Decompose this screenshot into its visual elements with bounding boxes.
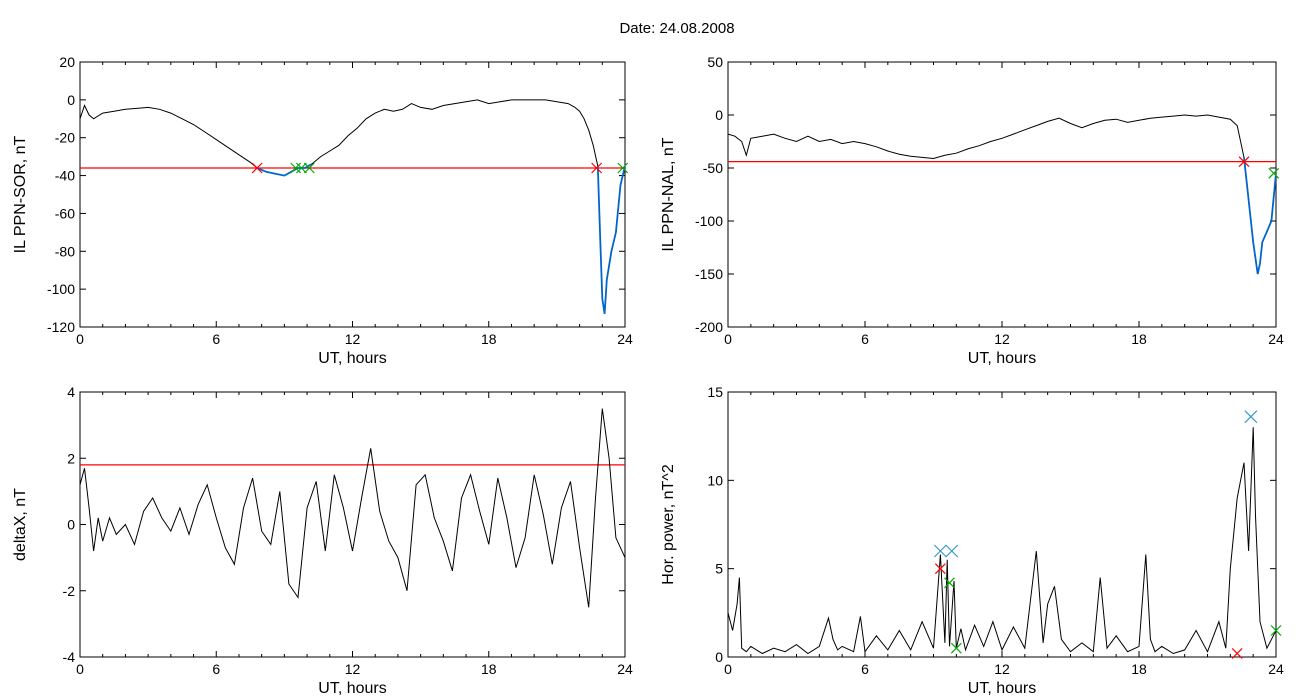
y-tick-label: 0 xyxy=(715,649,723,665)
panel-il-ppn-sor: 0 6 12 18 24 20 0 -20 -40 -60 -80 -100 -120 UT, hours… xyxy=(12,54,633,367)
y-tick-label: -150 xyxy=(695,266,723,282)
y-tick-label: -4 xyxy=(63,649,76,665)
x-tick-label: 18 xyxy=(1131,331,1147,347)
x-tick-label: 6 xyxy=(212,661,220,677)
x-tick-label: 24 xyxy=(1268,331,1284,347)
marker-green xyxy=(950,642,962,654)
y-tick-label: 5 xyxy=(715,561,723,577)
x-tick-label: 0 xyxy=(724,331,732,347)
x-tick-label: 18 xyxy=(1131,661,1147,677)
y-tick-label: 0 xyxy=(67,517,75,533)
x-tick-label: 18 xyxy=(481,661,497,677)
y-tick-label: 50 xyxy=(707,54,723,70)
y-tick-label: 15 xyxy=(707,384,723,400)
x-tick-label: 12 xyxy=(994,331,1010,347)
series-line xyxy=(80,99,625,314)
marker-blue xyxy=(933,544,947,558)
series-line xyxy=(728,427,1276,655)
highlight-segment xyxy=(1243,157,1276,275)
y-tick-label: -2 xyxy=(63,583,76,599)
marker-green xyxy=(944,577,955,589)
y-tick-label: 0 xyxy=(715,107,723,123)
y-tick-label: -200 xyxy=(695,319,723,335)
highlight-segment xyxy=(256,163,313,177)
x-tick-label: 12 xyxy=(994,661,1010,677)
x-tick-label: 0 xyxy=(76,331,84,347)
y-tick-label: 2 xyxy=(67,450,75,466)
panel-hor-power: 0 6 12 18 24 15 10 5 0 UT, hours Hor. power, nT^2 xyxy=(660,384,1284,697)
y-tick-label: -120 xyxy=(47,319,75,335)
x-tick-label: 24 xyxy=(1268,661,1284,677)
y-tick-label: -50 xyxy=(703,160,723,176)
plot-frame xyxy=(727,61,1277,328)
marker-blue xyxy=(945,544,959,558)
y-tick-label: -100 xyxy=(695,213,723,229)
x-tick-label: 6 xyxy=(861,661,869,677)
x-tick-label: 12 xyxy=(345,331,361,347)
x-tick-label: 24 xyxy=(617,661,633,677)
y-axis-label: Hor. power, nT^2 xyxy=(660,464,677,585)
y-tick-label: -60 xyxy=(55,205,75,221)
y-tick-label: -20 xyxy=(55,130,75,146)
marker-blue xyxy=(1244,410,1258,424)
panel-deltax: 0 6 12 18 24 4 2 0 -2 -4 UT, hours deltaX, nT xyxy=(12,384,633,697)
marker-green xyxy=(617,162,629,174)
panel-il-ppn-nal: 0 6 12 18 24 50 0 -50 -100 -150 -200 UT, hours IL PP… xyxy=(660,54,1284,367)
highlight-segment xyxy=(596,165,625,314)
y-tick-label: 20 xyxy=(59,54,75,70)
y-tick-label: -40 xyxy=(55,168,75,184)
x-tick-label: 0 xyxy=(724,661,732,677)
x-tick-label: 0 xyxy=(76,661,84,677)
marker-green xyxy=(303,162,315,174)
marker-green xyxy=(1270,625,1282,636)
marker-red xyxy=(591,162,603,174)
plot-frame xyxy=(79,61,626,328)
figure-title: Date: 24.08.2008 xyxy=(619,20,734,37)
y-tick-label: 4 xyxy=(67,384,75,400)
marker-green xyxy=(295,162,307,174)
y-tick-label: -80 xyxy=(55,243,75,259)
marker-red xyxy=(1238,156,1250,168)
marker-green xyxy=(1268,167,1280,179)
y-tick-label: -100 xyxy=(47,281,75,297)
x-tick-label: 18 xyxy=(481,331,497,347)
x-axis-label: UT, hours xyxy=(318,680,386,697)
x-tick-label: 24 xyxy=(617,331,633,347)
x-tick-label: 6 xyxy=(212,331,220,347)
x-tick-label: 6 xyxy=(861,331,869,347)
marker-red xyxy=(934,563,946,575)
y-axis-label: IL PPN-SOR, nT xyxy=(12,135,29,253)
y-axis-label: deltaX, nT xyxy=(12,488,29,561)
y-axis-label: IL PPN-NAL, nT xyxy=(660,137,677,251)
marker-red xyxy=(1231,648,1243,659)
x-axis-label: UT, hours xyxy=(318,350,386,367)
marker-green xyxy=(290,162,302,174)
y-tick-label: 10 xyxy=(707,472,723,488)
plot-frame xyxy=(727,391,1277,658)
x-axis-label: UT, hours xyxy=(968,350,1036,367)
y-tick-label: 0 xyxy=(67,92,75,108)
x-tick-label: 12 xyxy=(345,661,361,677)
series-line xyxy=(80,408,625,608)
marker-red xyxy=(251,162,263,174)
x-axis-label: UT, hours xyxy=(968,680,1036,697)
series-line xyxy=(728,114,1276,275)
plot-frame xyxy=(79,391,626,658)
